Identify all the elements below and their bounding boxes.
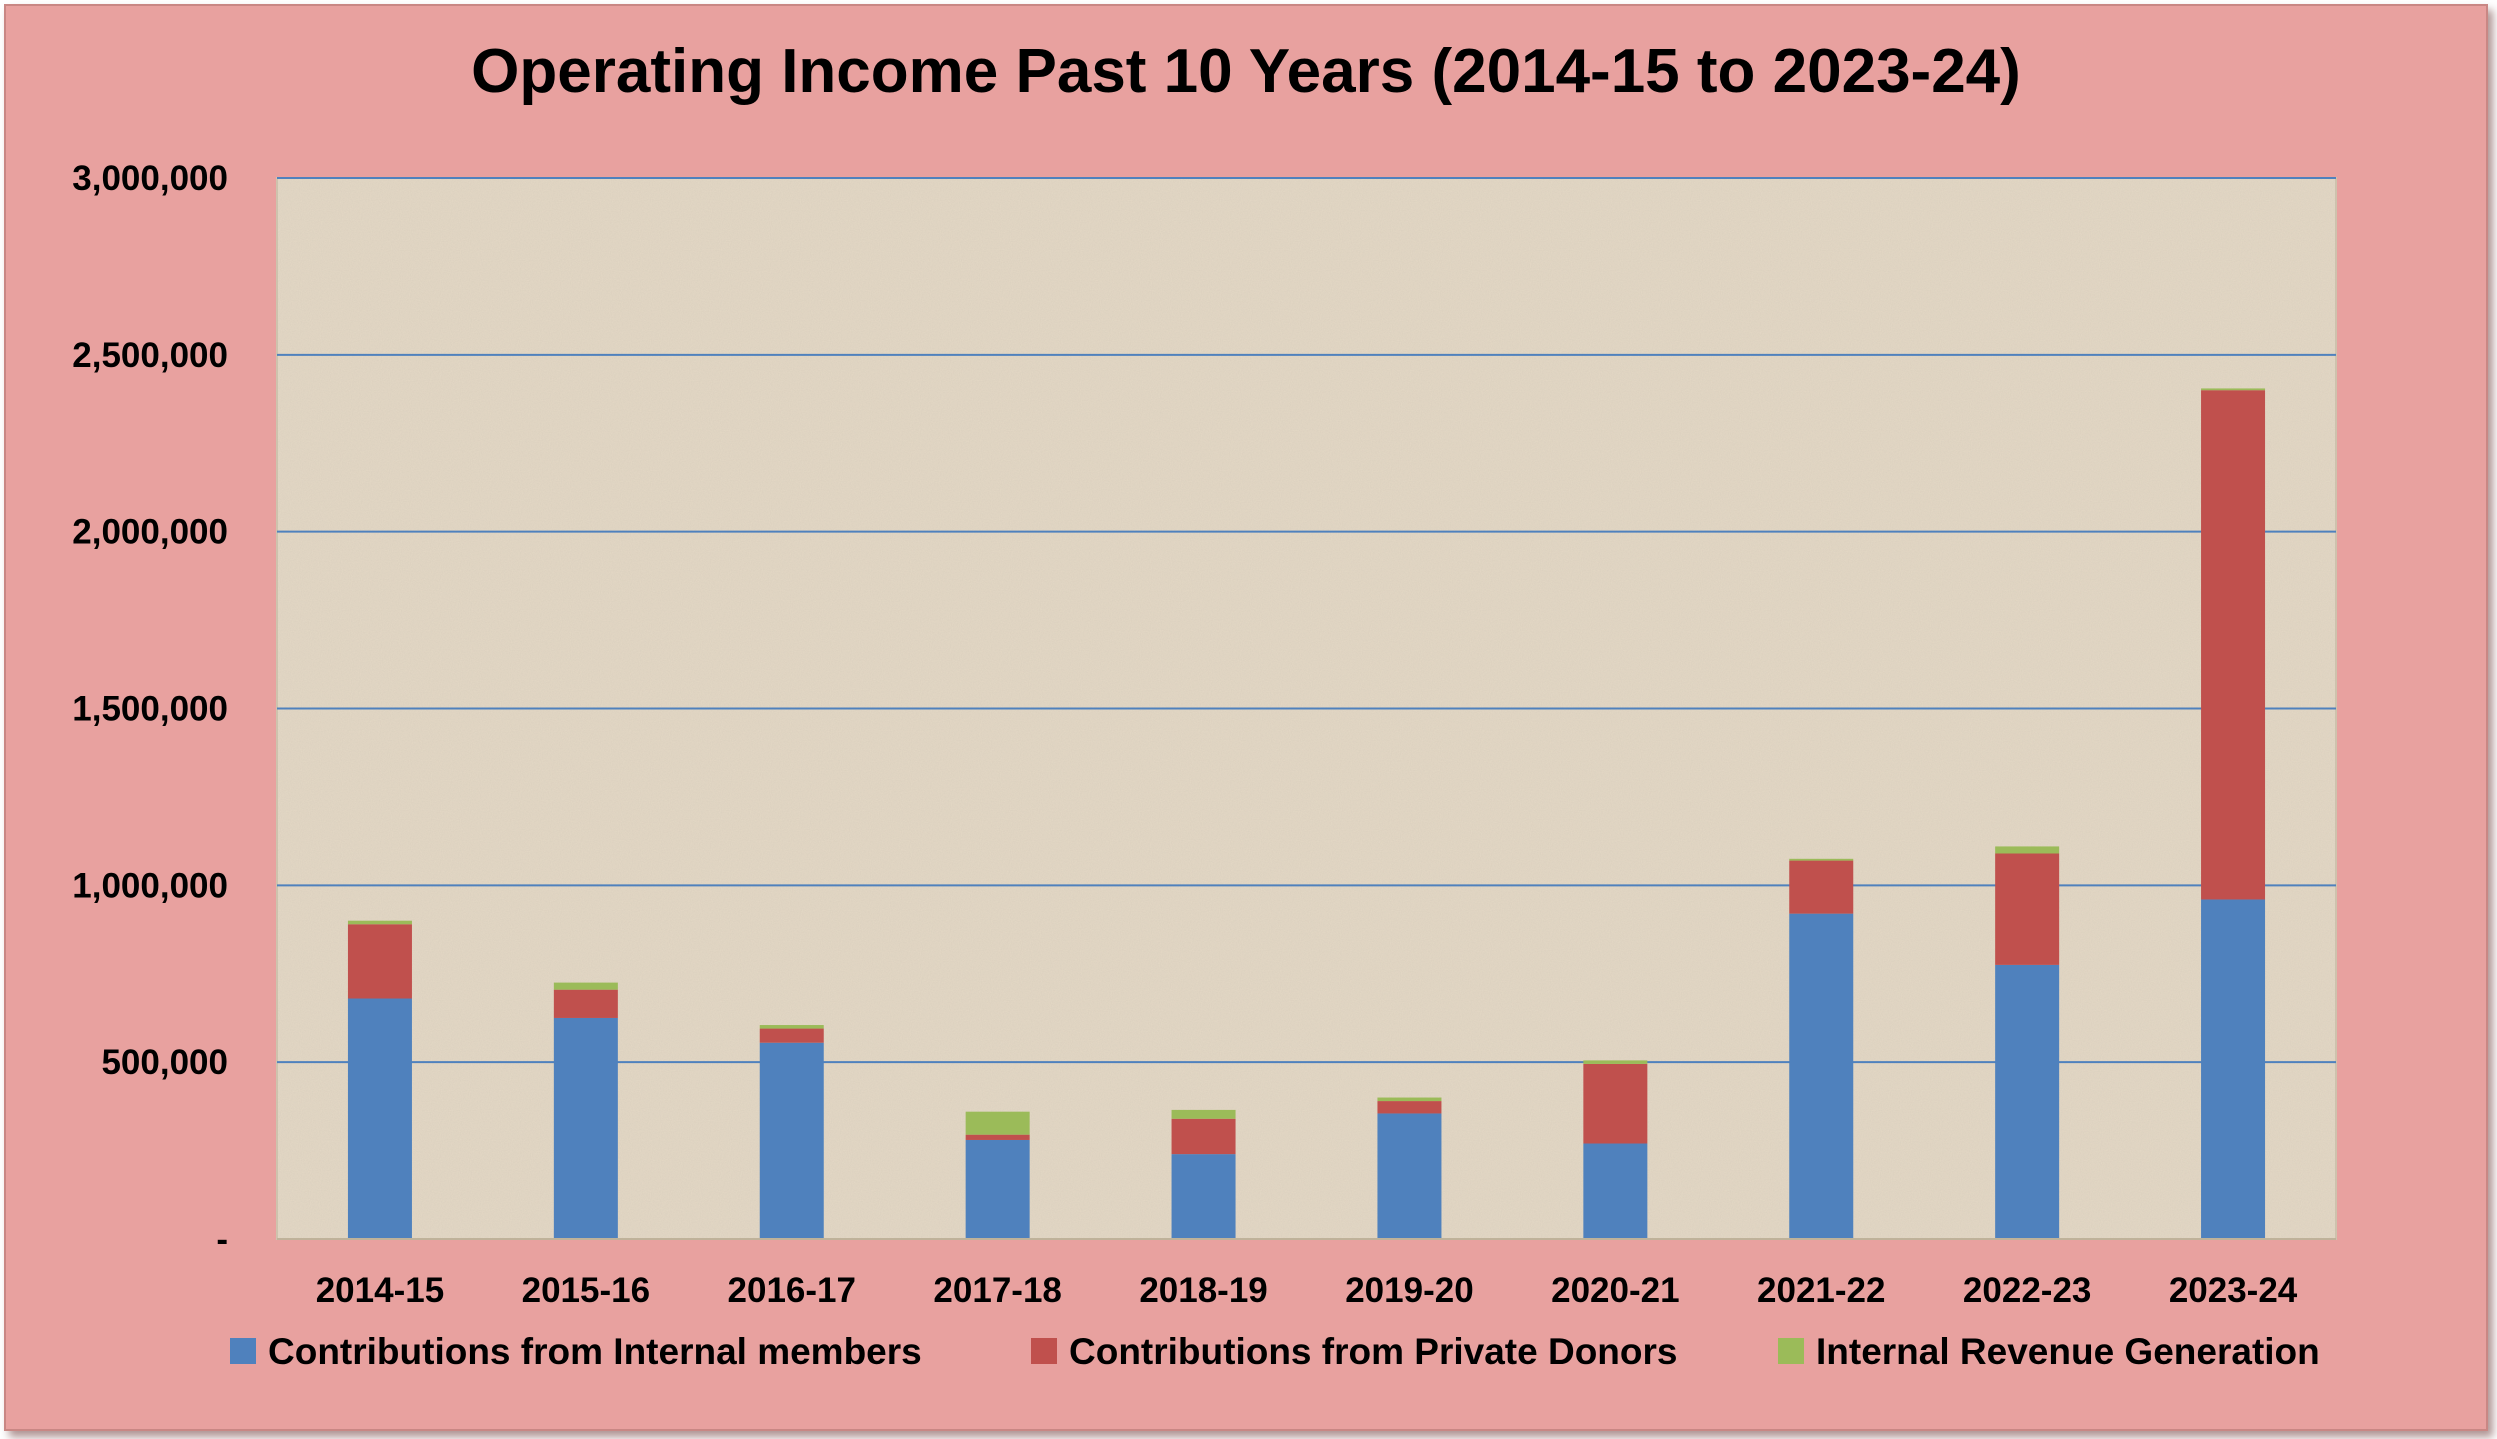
x-tick-label: 2021-22 (1757, 1271, 1885, 1310)
y-tick-label: 2,000,000 (72, 513, 228, 552)
bar-segment-3-2015-16 (553, 982, 618, 990)
bar-segment-1-2018-19 (1171, 1154, 1236, 1239)
bar-segment-1-2014-15 (347, 998, 412, 1239)
y-tick-label: 500,000 (101, 1043, 228, 1082)
y-tick-label: 1,000,000 (72, 866, 228, 905)
bar-segment-3-2017-18 (965, 1111, 1030, 1135)
bar-segment-3-2020-21 (1583, 1060, 1648, 1064)
bar-segment-1-2016-17 (759, 1042, 824, 1239)
legend-label: Contributions from Internal members (268, 1331, 922, 1372)
bar-segment-1-2020-21 (1583, 1143, 1648, 1239)
bar-segment-2-2016-17 (759, 1028, 824, 1043)
bar-segment-2-2022-23 (1995, 853, 2060, 965)
bar-segment-1-2015-16 (553, 1017, 618, 1239)
bar-segment-3-2023-24 (2201, 388, 2266, 391)
chart-frame: Operating Income Past 10 Years (2014-15 … (4, 4, 2488, 1431)
bar-segment-3-2014-15 (347, 920, 412, 925)
bar-segment-2-2014-15 (347, 924, 412, 999)
bar-segment-1-2023-24 (2201, 899, 2266, 1239)
x-tick-label: 2014-15 (316, 1271, 444, 1310)
bar-segment-1-2022-23 (1995, 964, 2060, 1239)
x-tick-label: 2023-24 (2169, 1271, 2298, 1310)
bar-segment-3-2022-23 (1995, 846, 2060, 854)
legend-label: Internal Revenue Generation (1816, 1331, 2320, 1372)
x-tick-label: 2019-20 (1345, 1271, 1473, 1310)
y-tick-label: 3,000,000 (72, 159, 228, 198)
bars (347, 388, 2266, 1239)
x-tick-label: 2018-19 (1139, 1271, 1267, 1310)
bar-segment-2-2019-20 (1377, 1101, 1442, 1114)
y-tick-label: 1,500,000 (72, 690, 228, 729)
bar-segment-2-2015-16 (553, 989, 618, 1018)
bar-segment-2-2020-21 (1583, 1063, 1648, 1144)
y-tick-label: - (216, 1220, 228, 1259)
bar-segment-3-2019-20 (1377, 1097, 1442, 1102)
legend: Contributions from Internal members Contr… (230, 1331, 2320, 1372)
bar-segment-3-2021-22 (1789, 858, 1854, 861)
bar-segment-1-2021-22 (1789, 913, 1854, 1239)
y-axis-tick-labels: - 500,000 1,000,000 1,500,000 2,000,000 2,500… (72, 159, 228, 1259)
x-tick-label: 2020-21 (1551, 1271, 1679, 1310)
chart-svg: Operating Income Past 10 Years (2014-15 … (72, 37, 2337, 1372)
legend-swatch (230, 1338, 256, 1364)
gridlines (277, 177, 2336, 1064)
bar-segment-3-2016-17 (759, 1025, 824, 1029)
bar-segment-2-2021-22 (1789, 860, 1854, 914)
bar-segment-1-2017-18 (965, 1139, 1030, 1239)
x-tick-label: 2015-16 (522, 1271, 650, 1310)
bar-segment-1-2019-20 (1377, 1113, 1442, 1239)
bar-segment-3-2018-19 (1171, 1109, 1236, 1119)
chart-title: Operating Income Past 10 Years (2014-15 … (471, 37, 2021, 106)
x-tick-label: 2017-18 (933, 1271, 1061, 1310)
legend-label: Contributions from Private Donors (1069, 1331, 1677, 1372)
bar-segment-2-2018-19 (1171, 1118, 1236, 1155)
x-axis-tick-labels: 2014-15 2015-16 2016-17 2017-18 2018-19 2019-… (316, 1271, 2298, 1310)
legend-swatch (1031, 1338, 1057, 1364)
bar-segment-2-2017-18 (965, 1134, 1030, 1140)
x-tick-label: 2022-23 (1963, 1271, 2091, 1310)
x-tick-label: 2016-17 (728, 1271, 856, 1310)
y-tick-label: 2,500,000 (72, 336, 228, 375)
bar-segment-2-2023-24 (2201, 390, 2266, 900)
legend-swatch (1778, 1338, 1804, 1364)
